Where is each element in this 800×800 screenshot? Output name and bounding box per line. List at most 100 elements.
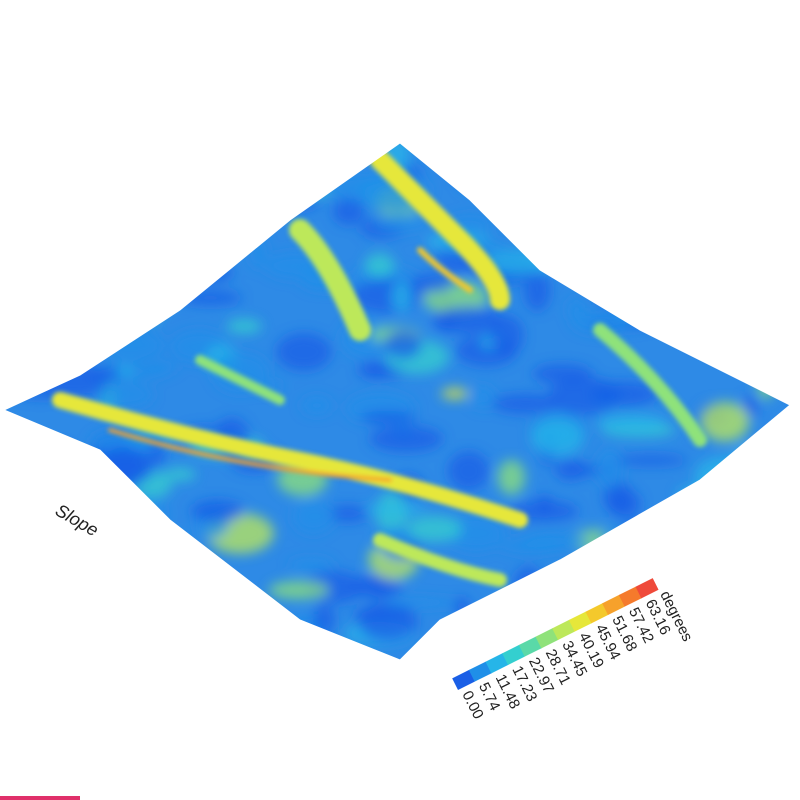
- terrain-patch: [97, 381, 154, 408]
- terrain-patch: [617, 203, 655, 228]
- terrain-patch: [364, 253, 395, 277]
- ridge-band: [417, 247, 473, 293]
- colorbar-swatch: [602, 594, 626, 615]
- terrain-patch: [703, 546, 767, 565]
- terrain-patch: [72, 577, 124, 602]
- terrain-patch: [513, 566, 544, 604]
- terrain-patch: [527, 597, 555, 632]
- terrain-patch: [757, 362, 775, 400]
- terrain-patch: [39, 548, 75, 583]
- terrain-patch: [544, 573, 595, 602]
- terrain-patch: [608, 172, 626, 190]
- terrain-patch: [520, 154, 590, 167]
- terrain-patch: [116, 365, 133, 377]
- terrain-patch: [675, 231, 748, 266]
- terrain-patch: [82, 199, 110, 211]
- terrain-patch: [110, 553, 167, 564]
- terrain-patch: [665, 548, 687, 559]
- colorbar-swatch: [552, 619, 576, 640]
- terrain-patch: [741, 588, 772, 605]
- corner-accent-bar: [0, 796, 80, 800]
- terrain-patch: [90, 430, 164, 455]
- terrain-patch: [85, 172, 151, 191]
- terrain-patch: [447, 514, 506, 552]
- terrain-patch: [106, 220, 170, 261]
- terrain-patch: [709, 611, 732, 646]
- terrain-patch: [268, 580, 330, 600]
- terrain-patch: [332, 198, 366, 226]
- terrain-patch: [131, 220, 155, 244]
- terrain-patch: [369, 425, 444, 452]
- terrain-patch: [327, 504, 369, 523]
- terrain-patch: [694, 274, 712, 290]
- terrain-patch: [471, 385, 495, 410]
- terrain-patch: [226, 318, 262, 334]
- terrain-outline: [2, 142, 791, 661]
- terrain-patch: [42, 306, 67, 334]
- terrain-patch: [140, 216, 176, 234]
- terrain-patch: [743, 151, 790, 179]
- terrain-patch: [406, 515, 462, 543]
- terrain-patch: [749, 233, 773, 245]
- terrain-patch: [194, 264, 233, 283]
- terrain-patch: [712, 626, 752, 644]
- terrain-patch: [352, 607, 409, 621]
- terrain-patch: [532, 364, 593, 384]
- terrain-patch: [758, 248, 790, 272]
- terrain-patch: [136, 229, 165, 249]
- terrain-patch: [226, 143, 253, 159]
- terrain-patch: [375, 213, 430, 232]
- terrain-patch: [409, 273, 455, 293]
- terrain-patch: [503, 179, 550, 198]
- terrain-patch: [491, 393, 561, 414]
- terrain-patch: [42, 363, 108, 399]
- terrain-patch: [700, 401, 750, 442]
- terrain-patch: [449, 150, 498, 186]
- terrain-patch: [19, 317, 71, 342]
- terrain-patch: [101, 586, 157, 613]
- terrain-patch: [725, 143, 761, 161]
- colorbar-swatch: [635, 578, 659, 599]
- terrain-patch: [459, 176, 492, 193]
- ridge-band: [370, 150, 510, 310]
- terrain-patch: [190, 499, 245, 523]
- terrain-patch: [622, 520, 652, 547]
- terrain-patch: [288, 558, 334, 573]
- terrain-patch: [292, 499, 335, 534]
- terrain-patch: [101, 446, 154, 486]
- colorbar-swatch: [468, 661, 492, 682]
- colorbar-swatch: [452, 669, 476, 690]
- terrain-patch: [505, 604, 527, 635]
- terrain-patch: [383, 597, 457, 608]
- terrain-patch: [634, 229, 655, 265]
- terrain-patch: [749, 559, 766, 596]
- terrain-patch: [453, 596, 471, 617]
- terrain-patch: [100, 576, 130, 598]
- terrain-patch: [688, 192, 747, 225]
- terrain-patch: [620, 198, 644, 236]
- terrain-patch: [55, 461, 79, 478]
- terrain-patch: [691, 337, 764, 347]
- colorbar: 0.005.7411.4817.2322.9728.7134.4540.1945…: [452, 578, 696, 722]
- colorbar-swatch: [535, 628, 559, 649]
- terrain-patch: [112, 302, 135, 326]
- terrain-patch: [154, 564, 202, 592]
- terrain-patch: [600, 527, 625, 550]
- terrain-patch: [84, 286, 127, 319]
- colorbar-swatch: [485, 653, 509, 674]
- ridge-band: [108, 428, 392, 482]
- terrain-patch: [76, 143, 125, 179]
- terrain-patch: [524, 269, 551, 312]
- terrain-patch: [531, 418, 584, 457]
- terrain-patch: [73, 181, 141, 193]
- terrain-patch: [200, 143, 267, 176]
- colorbar-swatch: [518, 636, 542, 657]
- terrain-patch: [360, 411, 418, 425]
- terrain-patch: [37, 170, 111, 196]
- terrain-patch: [264, 623, 329, 654]
- terrain-patch: [363, 503, 427, 515]
- terrain-patch: [447, 451, 490, 491]
- terrain-patch: [263, 194, 321, 211]
- terrain-patch: [731, 220, 782, 237]
